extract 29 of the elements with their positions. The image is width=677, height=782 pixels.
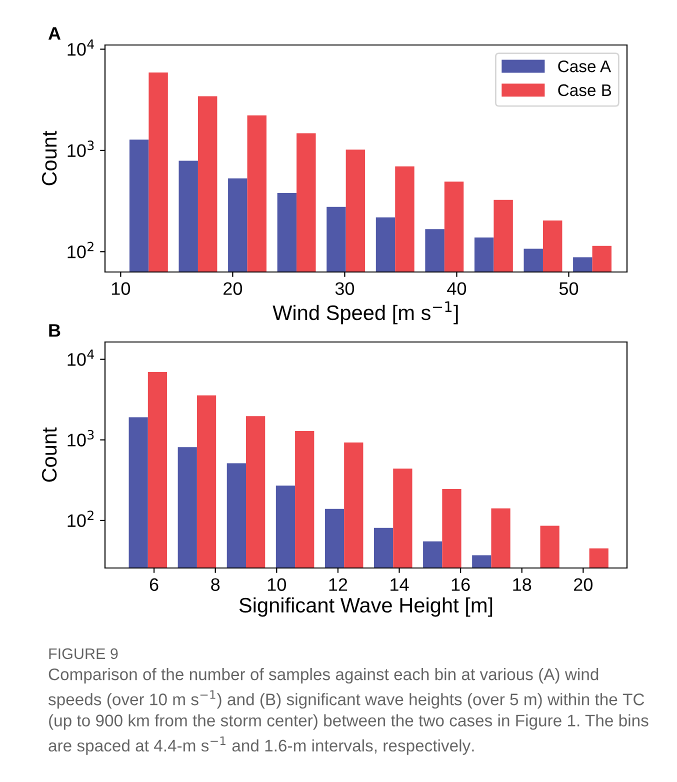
y-tick-label: 10$^{2}$ xyxy=(68,510,94,528)
x-tick-label: 20 xyxy=(574,578,593,591)
x-tick-label: 16 xyxy=(452,578,470,591)
y-tick-label: 10$^{4}$ xyxy=(68,39,94,56)
y-axis-title: Count xyxy=(42,427,57,482)
x-tick-label: 10 xyxy=(112,282,130,295)
x-tick-label: 10 xyxy=(268,578,286,591)
x-tick-label: 50 xyxy=(559,282,578,295)
x-tick-label: 18 xyxy=(513,578,532,591)
x-tick-label: 40 xyxy=(447,282,466,295)
y-tick-label: 10$^{3}$ xyxy=(68,140,94,158)
text: B xyxy=(49,324,60,337)
x-tick-label: 30 xyxy=(335,282,354,295)
y-tick-label: 10$^{4}$ xyxy=(68,350,94,366)
caption: FIGURE 9 xyxy=(49,648,118,660)
text: Comparison of the number of samples against each bin at various (A) wind speeds (over 10 m s$^{−1}$) and (B) significant wave heights (over 5 m) within the TC (up to 900 km from the storm center) between the two cases in Figure 1. The bins are spaced at 4.4-m s$^{−1}$ and 1.6-m intervals, respectively. xyxy=(48,668,648,755)
x-tick-label: 6 xyxy=(150,578,158,591)
legend-label: Case A xyxy=(558,60,612,72)
y-tick-label: 10$^{2}$ xyxy=(68,242,94,258)
y-tick-label: 10$^{3}$ xyxy=(68,430,94,446)
legend-label: Case B xyxy=(558,84,612,96)
y-axis-title: Count xyxy=(42,130,57,186)
x-axis-title: Significant Wave Height [m] xyxy=(239,597,492,617)
x-tick-label: 12 xyxy=(329,578,348,591)
text: A xyxy=(48,27,61,40)
x-tick-label: 14 xyxy=(390,578,409,591)
x-tick-label: 8 xyxy=(211,578,220,591)
x-axis-title: Wind Speed [m s$^{−1}$] xyxy=(272,301,458,324)
x-tick-label: 20 xyxy=(224,282,242,295)
